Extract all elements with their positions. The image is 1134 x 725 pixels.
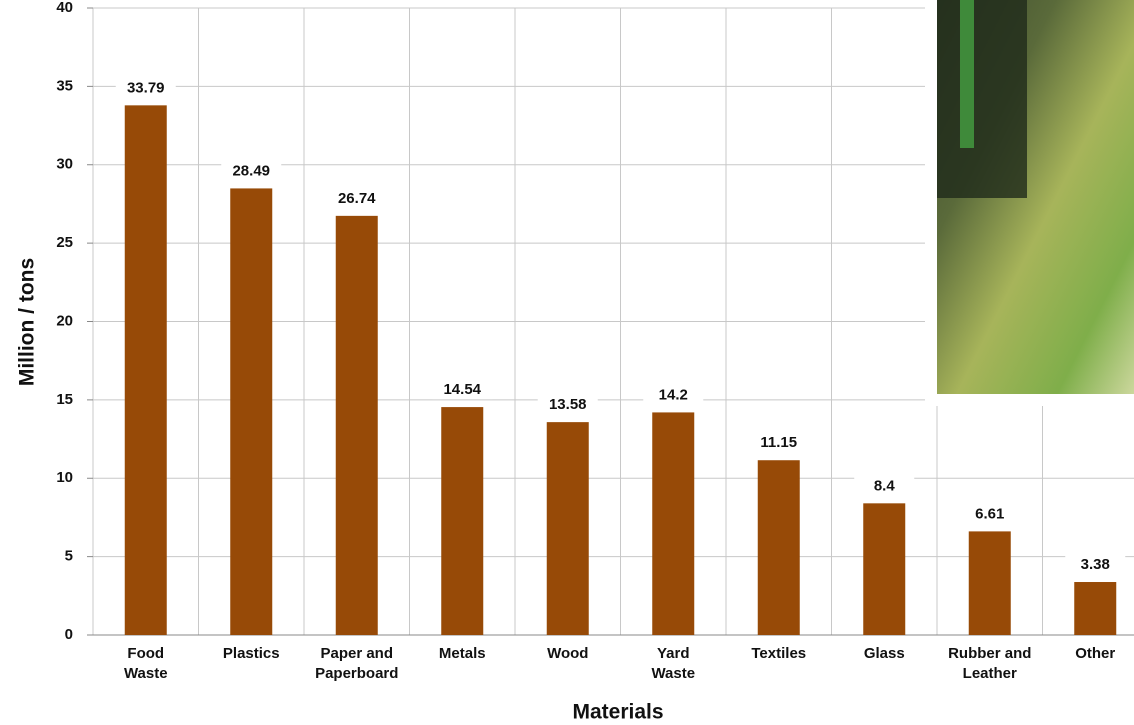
x-tick-label: Glass <box>832 644 936 664</box>
value-label: 14.54 <box>443 381 481 398</box>
bar <box>758 460 800 635</box>
bar <box>652 412 694 635</box>
y-tick-label: 10 <box>56 469 73 486</box>
y-tick-label: 5 <box>65 548 73 565</box>
bar <box>969 531 1011 635</box>
y-tick-label: 0 <box>65 626 73 643</box>
page: Million / tons Materials 0 5 10 15 20 25 30 35 4… <box>0 0 1134 725</box>
x-tick-label: Yard Waste <box>621 644 725 684</box>
value-label: 26.74 <box>338 190 376 207</box>
photo-bin <box>937 0 1027 198</box>
bar <box>1074 582 1116 635</box>
y-tick-label: 20 <box>56 312 73 329</box>
y-axis-title: Million / tons <box>16 258 39 386</box>
bar <box>230 188 272 635</box>
x-tick-label: Plastics <box>199 644 303 664</box>
x-tick-label: Metals <box>410 644 514 664</box>
bar <box>336 216 378 635</box>
x-tick-label: Food Waste <box>94 644 198 684</box>
bar <box>863 503 905 635</box>
bar <box>125 105 167 635</box>
y-tick-label: 40 <box>56 0 73 16</box>
value-label: 28.49 <box>232 162 270 179</box>
x-axis-title: Materials <box>572 701 663 724</box>
value-label: 3.38 <box>1081 556 1110 573</box>
value-label: 6.61 <box>975 505 1004 522</box>
x-tick-label: Paper and Paperboard <box>305 644 409 684</box>
value-label: 13.58 <box>549 396 587 413</box>
y-tick-label: 35 <box>56 77 73 94</box>
chart: Million / tons Materials 0 5 10 15 20 25 30 35 4… <box>0 0 1134 725</box>
y-tick-label: 30 <box>56 156 73 173</box>
photo-inset <box>925 0 1134 406</box>
value-label: 11.15 <box>760 434 797 451</box>
y-tick-label: 25 <box>56 234 73 251</box>
x-tick-label: Textiles <box>727 644 831 664</box>
x-tick-label: Other <box>1043 644 1134 664</box>
value-label: 33.79 <box>127 79 165 96</box>
bar <box>441 407 483 635</box>
x-tick-label: Wood <box>516 644 620 664</box>
x-tick-label: Rubber and Leather <box>938 644 1042 684</box>
y-tick-label: 15 <box>56 391 73 408</box>
value-label: 8.4 <box>874 477 896 494</box>
photo-bar <box>960 0 974 148</box>
value-label: 14.2 <box>659 386 688 403</box>
bar <box>547 422 589 635</box>
